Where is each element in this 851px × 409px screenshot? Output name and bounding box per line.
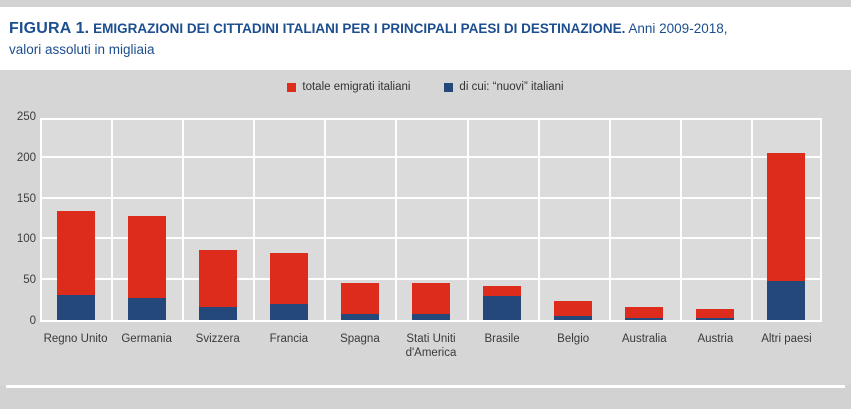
figure-label: FIGURA 1. xyxy=(9,20,90,37)
bar-totale-7[interactable] xyxy=(554,301,593,320)
bar-nuovi-7[interactable] xyxy=(554,315,593,320)
x-axis-label-1: Germania xyxy=(121,333,172,345)
legend-swatch-nuovi-icon xyxy=(444,82,454,92)
bar-nuovi-3[interactable] xyxy=(269,303,308,320)
gridline-x-0 xyxy=(40,120,42,320)
x-axis-label-6: Brasile xyxy=(484,333,520,345)
legend-item-totale: totale emigrati italiani xyxy=(287,81,410,93)
bar-totale-8[interactable] xyxy=(625,306,664,320)
gridline-x-5 xyxy=(395,120,397,320)
bar-nuovi-2[interactable] xyxy=(198,306,237,320)
x-axis-label-7: Belgio xyxy=(557,333,590,345)
y-axis-label-100: 100 xyxy=(16,233,36,246)
bar-nuovi-9[interactable] xyxy=(696,318,735,320)
footer-divider xyxy=(6,385,845,388)
legend-label-nuovi: di cui: “nuovi” italiani xyxy=(459,81,564,93)
chart-panel: totale emigrati italiani di cui: “nuovi”… xyxy=(0,70,851,385)
plot-wrap: Regno Unito Germania Svizzera Francia Spagna… xyxy=(0,70,851,385)
bar-totale-5[interactable] xyxy=(412,283,450,320)
y-axis-label-150: 150 xyxy=(16,192,36,205)
gridline-x-7 xyxy=(538,120,540,320)
figure-title: EMIGRAZIONI DEI CITTADINI ITALIANI PER I… xyxy=(93,21,626,36)
y-axis-label-200: 200 xyxy=(16,151,36,164)
gridline-y-50 xyxy=(40,278,822,281)
gridline-x-11 xyxy=(820,120,822,320)
x-axis-label-9: Austria xyxy=(697,333,734,345)
x-axis-label-5: Stati Uniti d'America xyxy=(405,333,457,360)
bar-nuovi-1[interactable] xyxy=(127,297,166,320)
x-axis-label-0: Regno Unito xyxy=(43,333,108,345)
figure-title-line: FIGURA 1. EMIGRAZIONI DEI CITTADINI ITAL… xyxy=(9,17,841,60)
bar-totale-4[interactable] xyxy=(340,283,379,320)
x-axis-label-2: Svizzera xyxy=(195,333,240,345)
gridline-x-3 xyxy=(253,120,255,320)
bar-nuovi-4[interactable] xyxy=(340,314,379,320)
bar-nuovi-10[interactable] xyxy=(767,280,806,320)
figure-subtitle-part2: valori assoluti in migliaia xyxy=(9,42,155,58)
x-axis-label-10: Altri paesi xyxy=(761,333,812,345)
gridline-x-1 xyxy=(111,120,113,320)
gridline-x-6 xyxy=(467,120,469,320)
x-axis-label-4: Spagna xyxy=(340,333,380,345)
bar-nuovi-5[interactable] xyxy=(412,314,450,320)
bar-nuovi-0[interactable] xyxy=(56,294,95,320)
y-axis-label-50: 50 xyxy=(23,274,36,287)
bar-totale-9[interactable] xyxy=(696,308,735,320)
legend-swatch-totale-icon xyxy=(287,82,297,92)
gridline-y-150 xyxy=(40,196,822,199)
bar-nuovi-8[interactable] xyxy=(625,318,664,320)
bar-nuovi-6[interactable] xyxy=(483,295,522,320)
gridline-x-2 xyxy=(182,120,184,320)
legend-label-totale: totale emigrati italiani xyxy=(302,81,411,93)
figure-subtitle-part1: Anni 2009-2018, xyxy=(628,21,728,36)
gridline-y-200 xyxy=(40,155,822,158)
x-axis-label-3: Francia xyxy=(269,333,308,345)
gridline-x-9 xyxy=(680,120,682,320)
x-axis-label-8: Australia xyxy=(621,333,667,345)
gridline-x-4 xyxy=(324,120,326,320)
figure-header: FIGURA 1. EMIGRAZIONI DEI CITTADINI ITAL… xyxy=(0,7,851,70)
gridline-x-8 xyxy=(609,120,611,320)
gridline-x-10 xyxy=(751,120,753,320)
plot-area xyxy=(40,118,822,322)
chart-legend: totale emigrati italiani di cui: “nuovi”… xyxy=(0,81,851,93)
y-axis-label-250: 250 xyxy=(16,111,36,123)
legend-item-nuovi: di cui: “nuovi” italiani xyxy=(444,81,564,93)
gridline-y-100 xyxy=(40,237,822,240)
y-axis-label-0: 0 xyxy=(29,315,36,327)
